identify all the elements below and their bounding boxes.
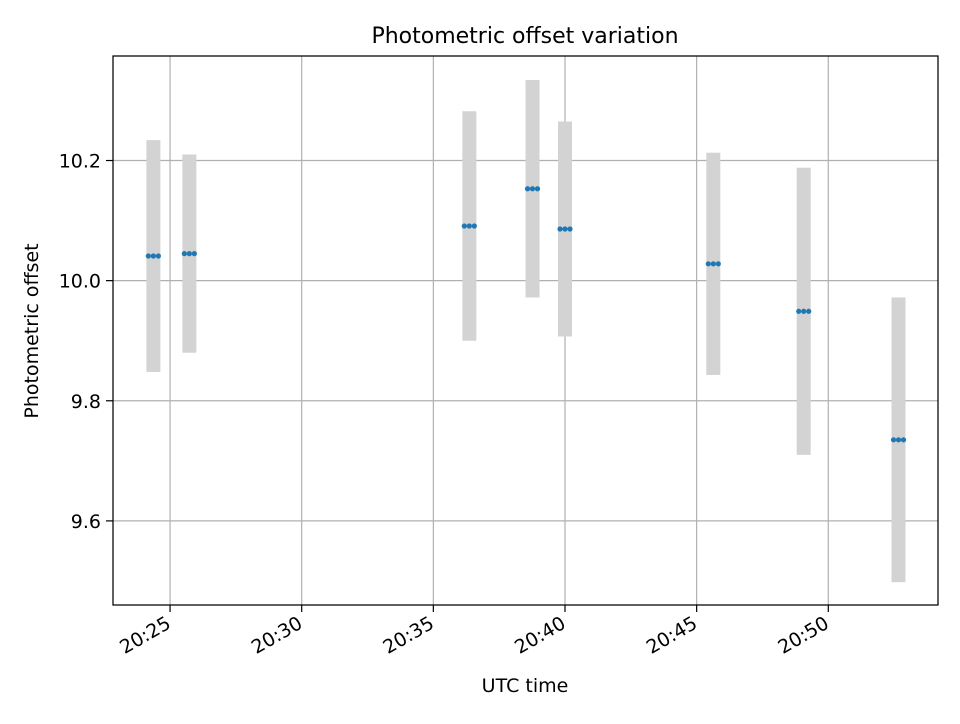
point-marker xyxy=(895,437,902,443)
point-marker xyxy=(890,437,897,443)
point-marker xyxy=(710,261,716,267)
point-marker xyxy=(191,251,197,257)
point-marker xyxy=(534,186,541,192)
x-axis-label: UTC time xyxy=(482,675,569,697)
data-point xyxy=(557,226,573,232)
data-point xyxy=(890,437,907,443)
point-marker xyxy=(145,253,151,259)
point-marker xyxy=(471,223,477,229)
point-marker xyxy=(715,261,721,267)
point-marker xyxy=(562,226,568,232)
point-marker xyxy=(796,308,802,314)
data-point xyxy=(705,261,721,267)
point-marker xyxy=(186,251,192,257)
point-marker xyxy=(557,226,563,232)
data-point xyxy=(524,186,541,192)
point-marker xyxy=(567,226,573,232)
y-axis-label: Photometric offset xyxy=(21,243,43,418)
point-marker xyxy=(150,253,156,259)
point-marker xyxy=(181,251,187,257)
plot-frame xyxy=(112,55,939,606)
point-marker xyxy=(466,223,472,229)
y-tick-label: 9.6 xyxy=(71,511,101,533)
data-point xyxy=(181,251,197,257)
chart-title: Photometric offset variation xyxy=(371,24,678,49)
plot-data xyxy=(145,80,907,583)
point-marker xyxy=(900,437,907,443)
point-marker xyxy=(705,261,711,267)
y-tick-label: 10.0 xyxy=(59,271,101,293)
y-tick-label: 9.8 xyxy=(71,391,101,413)
point-marker xyxy=(801,308,807,314)
data-point xyxy=(796,308,812,314)
point-marker xyxy=(155,253,161,259)
point-marker xyxy=(806,308,812,314)
data-point xyxy=(461,223,477,229)
data-point xyxy=(145,253,161,259)
point-marker xyxy=(524,186,531,192)
point-marker xyxy=(461,223,467,229)
y-tick-label: 10.2 xyxy=(59,151,101,173)
point-marker xyxy=(529,186,536,192)
